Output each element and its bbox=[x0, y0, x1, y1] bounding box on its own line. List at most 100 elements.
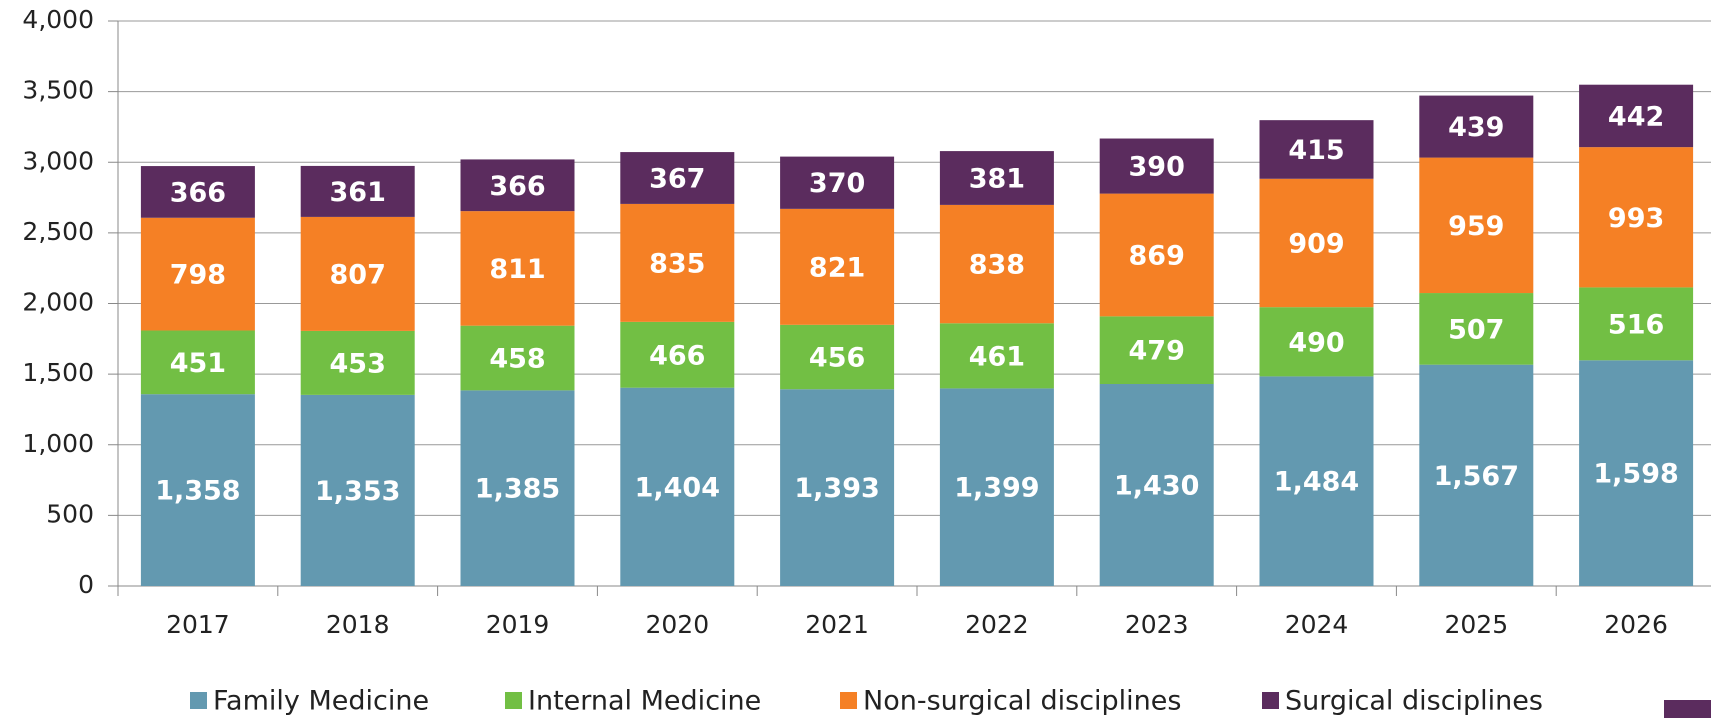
data-label: 1,598 bbox=[1593, 459, 1678, 490]
y-tick-label: 3,000 bbox=[22, 146, 94, 175]
x-tick-label: 2019 bbox=[486, 610, 550, 639]
data-label: 798 bbox=[170, 260, 226, 291]
data-label: 807 bbox=[330, 259, 386, 290]
x-tick-label: 2017 bbox=[166, 610, 230, 639]
bar-segment bbox=[1099, 316, 1214, 385]
data-label: 909 bbox=[1288, 228, 1344, 259]
data-label: 381 bbox=[969, 163, 1025, 194]
data-label: 838 bbox=[969, 250, 1025, 281]
data-label: 811 bbox=[489, 254, 545, 285]
x-tick-label: 2026 bbox=[1604, 610, 1668, 639]
bar-segment bbox=[140, 166, 255, 218]
data-label: 370 bbox=[809, 168, 865, 199]
y-tick-label: 3,500 bbox=[22, 76, 94, 105]
data-label: 516 bbox=[1608, 309, 1664, 340]
legend-label: Family Medicine bbox=[213, 686, 429, 717]
x-tick-label: 2025 bbox=[1444, 610, 1508, 639]
data-label: 507 bbox=[1448, 314, 1504, 345]
bar-segment bbox=[1419, 95, 1534, 158]
x-tick-label: 2020 bbox=[645, 610, 709, 639]
data-label: 1,353 bbox=[315, 476, 400, 507]
data-label: 479 bbox=[1129, 336, 1185, 367]
bar-segment bbox=[140, 394, 255, 586]
bar-segment bbox=[460, 390, 575, 586]
bar-segment bbox=[300, 330, 415, 395]
data-label: 366 bbox=[170, 177, 226, 208]
data-label: 1,567 bbox=[1434, 461, 1519, 492]
bar-segment bbox=[620, 387, 735, 586]
data-label: 1,399 bbox=[954, 473, 1039, 504]
bar-segment bbox=[780, 324, 895, 390]
data-label: 835 bbox=[649, 248, 705, 279]
bar-segment bbox=[939, 388, 1054, 586]
corner-mark bbox=[1664, 700, 1711, 718]
legend-label: Non-surgical disciplines bbox=[863, 686, 1181, 717]
legend-swatch bbox=[505, 692, 522, 709]
legend-swatch bbox=[190, 692, 207, 709]
data-label: 869 bbox=[1129, 240, 1185, 271]
data-label: 1,430 bbox=[1114, 471, 1199, 502]
bar-segment bbox=[1579, 360, 1694, 586]
data-label: 451 bbox=[170, 348, 226, 379]
data-label: 1,358 bbox=[155, 476, 240, 507]
data-label: 490 bbox=[1288, 327, 1344, 358]
data-label: 466 bbox=[649, 340, 705, 371]
bar-segment bbox=[1419, 157, 1534, 294]
bar-segment bbox=[1419, 364, 1534, 586]
data-label: 1,393 bbox=[794, 473, 879, 504]
data-label: 959 bbox=[1448, 211, 1504, 242]
bar-segment bbox=[1419, 293, 1534, 365]
data-label: 366 bbox=[489, 171, 545, 202]
y-tick-label: 0 bbox=[78, 570, 94, 599]
data-label: 821 bbox=[809, 252, 865, 283]
bar-segment bbox=[300, 216, 415, 331]
bar-segment bbox=[460, 159, 575, 212]
y-tick-label: 500 bbox=[46, 499, 94, 528]
bar-segment bbox=[300, 165, 415, 217]
data-label: 1,385 bbox=[475, 474, 560, 505]
bar-segment bbox=[1099, 193, 1214, 317]
bar-segment bbox=[780, 208, 895, 325]
bar-segment bbox=[1579, 147, 1694, 288]
bar-segment bbox=[1259, 307, 1374, 377]
y-tick-label: 2,000 bbox=[22, 288, 94, 317]
bar-segment bbox=[620, 152, 735, 204]
bar-segment bbox=[140, 217, 255, 331]
data-label: 442 bbox=[1608, 101, 1664, 132]
legend-swatch bbox=[1262, 692, 1279, 709]
bar-segment bbox=[1259, 120, 1374, 179]
legend-label: Internal Medicine bbox=[528, 686, 761, 717]
data-label: 453 bbox=[330, 348, 386, 379]
data-label: 361 bbox=[330, 177, 386, 208]
bar-segment bbox=[300, 394, 415, 586]
x-tick-label: 2018 bbox=[326, 610, 390, 639]
bar-segment bbox=[939, 204, 1054, 324]
x-tick-label: 2021 bbox=[805, 610, 869, 639]
bar-segment bbox=[620, 203, 735, 322]
data-label: 456 bbox=[809, 343, 865, 374]
x-tick-label: 2022 bbox=[965, 610, 1029, 639]
legend-swatch bbox=[840, 692, 857, 709]
bar-segment bbox=[1579, 84, 1694, 148]
y-tick-label: 4,000 bbox=[22, 5, 94, 34]
bar-segment bbox=[460, 211, 575, 326]
bar-segment bbox=[1099, 138, 1214, 194]
y-tick-label: 1,000 bbox=[22, 429, 94, 458]
data-label: 367 bbox=[649, 163, 705, 194]
bar-segment bbox=[460, 325, 575, 391]
bar-segment bbox=[939, 323, 1054, 389]
legend-label: Surgical disciplines bbox=[1285, 686, 1543, 717]
bar-segment bbox=[939, 151, 1054, 205]
bar-segment bbox=[620, 321, 735, 388]
y-tick-label: 2,500 bbox=[22, 217, 94, 246]
bar-segment bbox=[1259, 178, 1374, 308]
data-label: 390 bbox=[1129, 152, 1185, 183]
data-label: 415 bbox=[1288, 135, 1344, 166]
data-label: 1,404 bbox=[635, 472, 720, 503]
bar-segment bbox=[780, 389, 895, 586]
data-label: 993 bbox=[1608, 203, 1664, 234]
data-label: 458 bbox=[489, 344, 545, 375]
x-tick-label: 2024 bbox=[1285, 610, 1349, 639]
y-tick-label: 1,500 bbox=[22, 358, 94, 387]
